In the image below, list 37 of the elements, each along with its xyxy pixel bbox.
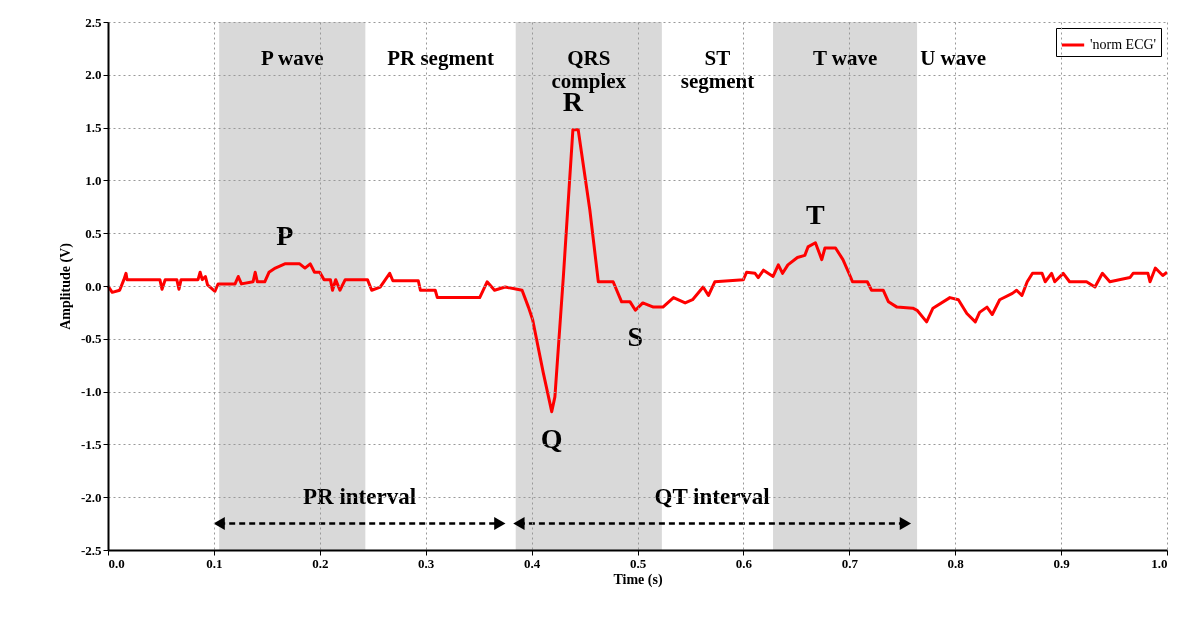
annotation: PR interval: [302, 484, 417, 510]
x-tick-label: 0.2: [312, 555, 329, 571]
band-label: P wave: [261, 45, 324, 70]
line-series: [106, 128, 1169, 414]
x-tick-label: 0.5: [629, 555, 647, 571]
band-label: T wave: [812, 45, 878, 70]
x-tick-label: 0.1: [206, 555, 223, 571]
annotation: Q: [540, 422, 563, 454]
y-tick-label: -1.0: [80, 384, 102, 400]
x-tick-label: 1.0: [1151, 555, 1168, 571]
x-tick-label: 0.8: [947, 555, 965, 571]
annotation: S: [627, 321, 644, 353]
y-tick-label: -0.5: [80, 331, 102, 347]
x-tick-label: 0.4: [523, 555, 541, 571]
annotation: T: [806, 198, 826, 230]
y-tick-label: -2.5: [80, 542, 102, 558]
x-tick-label: 0.6: [735, 555, 753, 571]
x-tick-label: 0.0: [108, 555, 125, 571]
y-tick-label: -1.5: [80, 436, 102, 452]
x-tick-label: 0.9: [1053, 555, 1071, 571]
x-axis-title: Time (s): [613, 571, 663, 588]
annotation: P: [276, 219, 294, 251]
y-tick-label: 1.5: [85, 120, 102, 136]
annotation: PR segment: [387, 45, 494, 70]
annotation: QT interval: [654, 484, 770, 510]
annotation: ST segment: [680, 45, 755, 93]
y-axis-title: Amplitude (V): [57, 242, 74, 330]
y-tick-label: 2.5: [85, 14, 102, 30]
y-tick-label: 2.0: [85, 67, 102, 83]
annotation: U wave: [920, 45, 987, 70]
y-tick-label: -2.0: [80, 489, 102, 505]
y-tick-label: 0.5: [85, 225, 102, 241]
y-tick-label: 0.0: [85, 278, 102, 294]
legend-label: 'norm ECG': [1090, 37, 1157, 52]
x-tick-label: 0.7: [841, 555, 859, 571]
x-tick-label: 0.3: [418, 555, 435, 571]
y-tick-label: 1.0: [85, 172, 102, 188]
